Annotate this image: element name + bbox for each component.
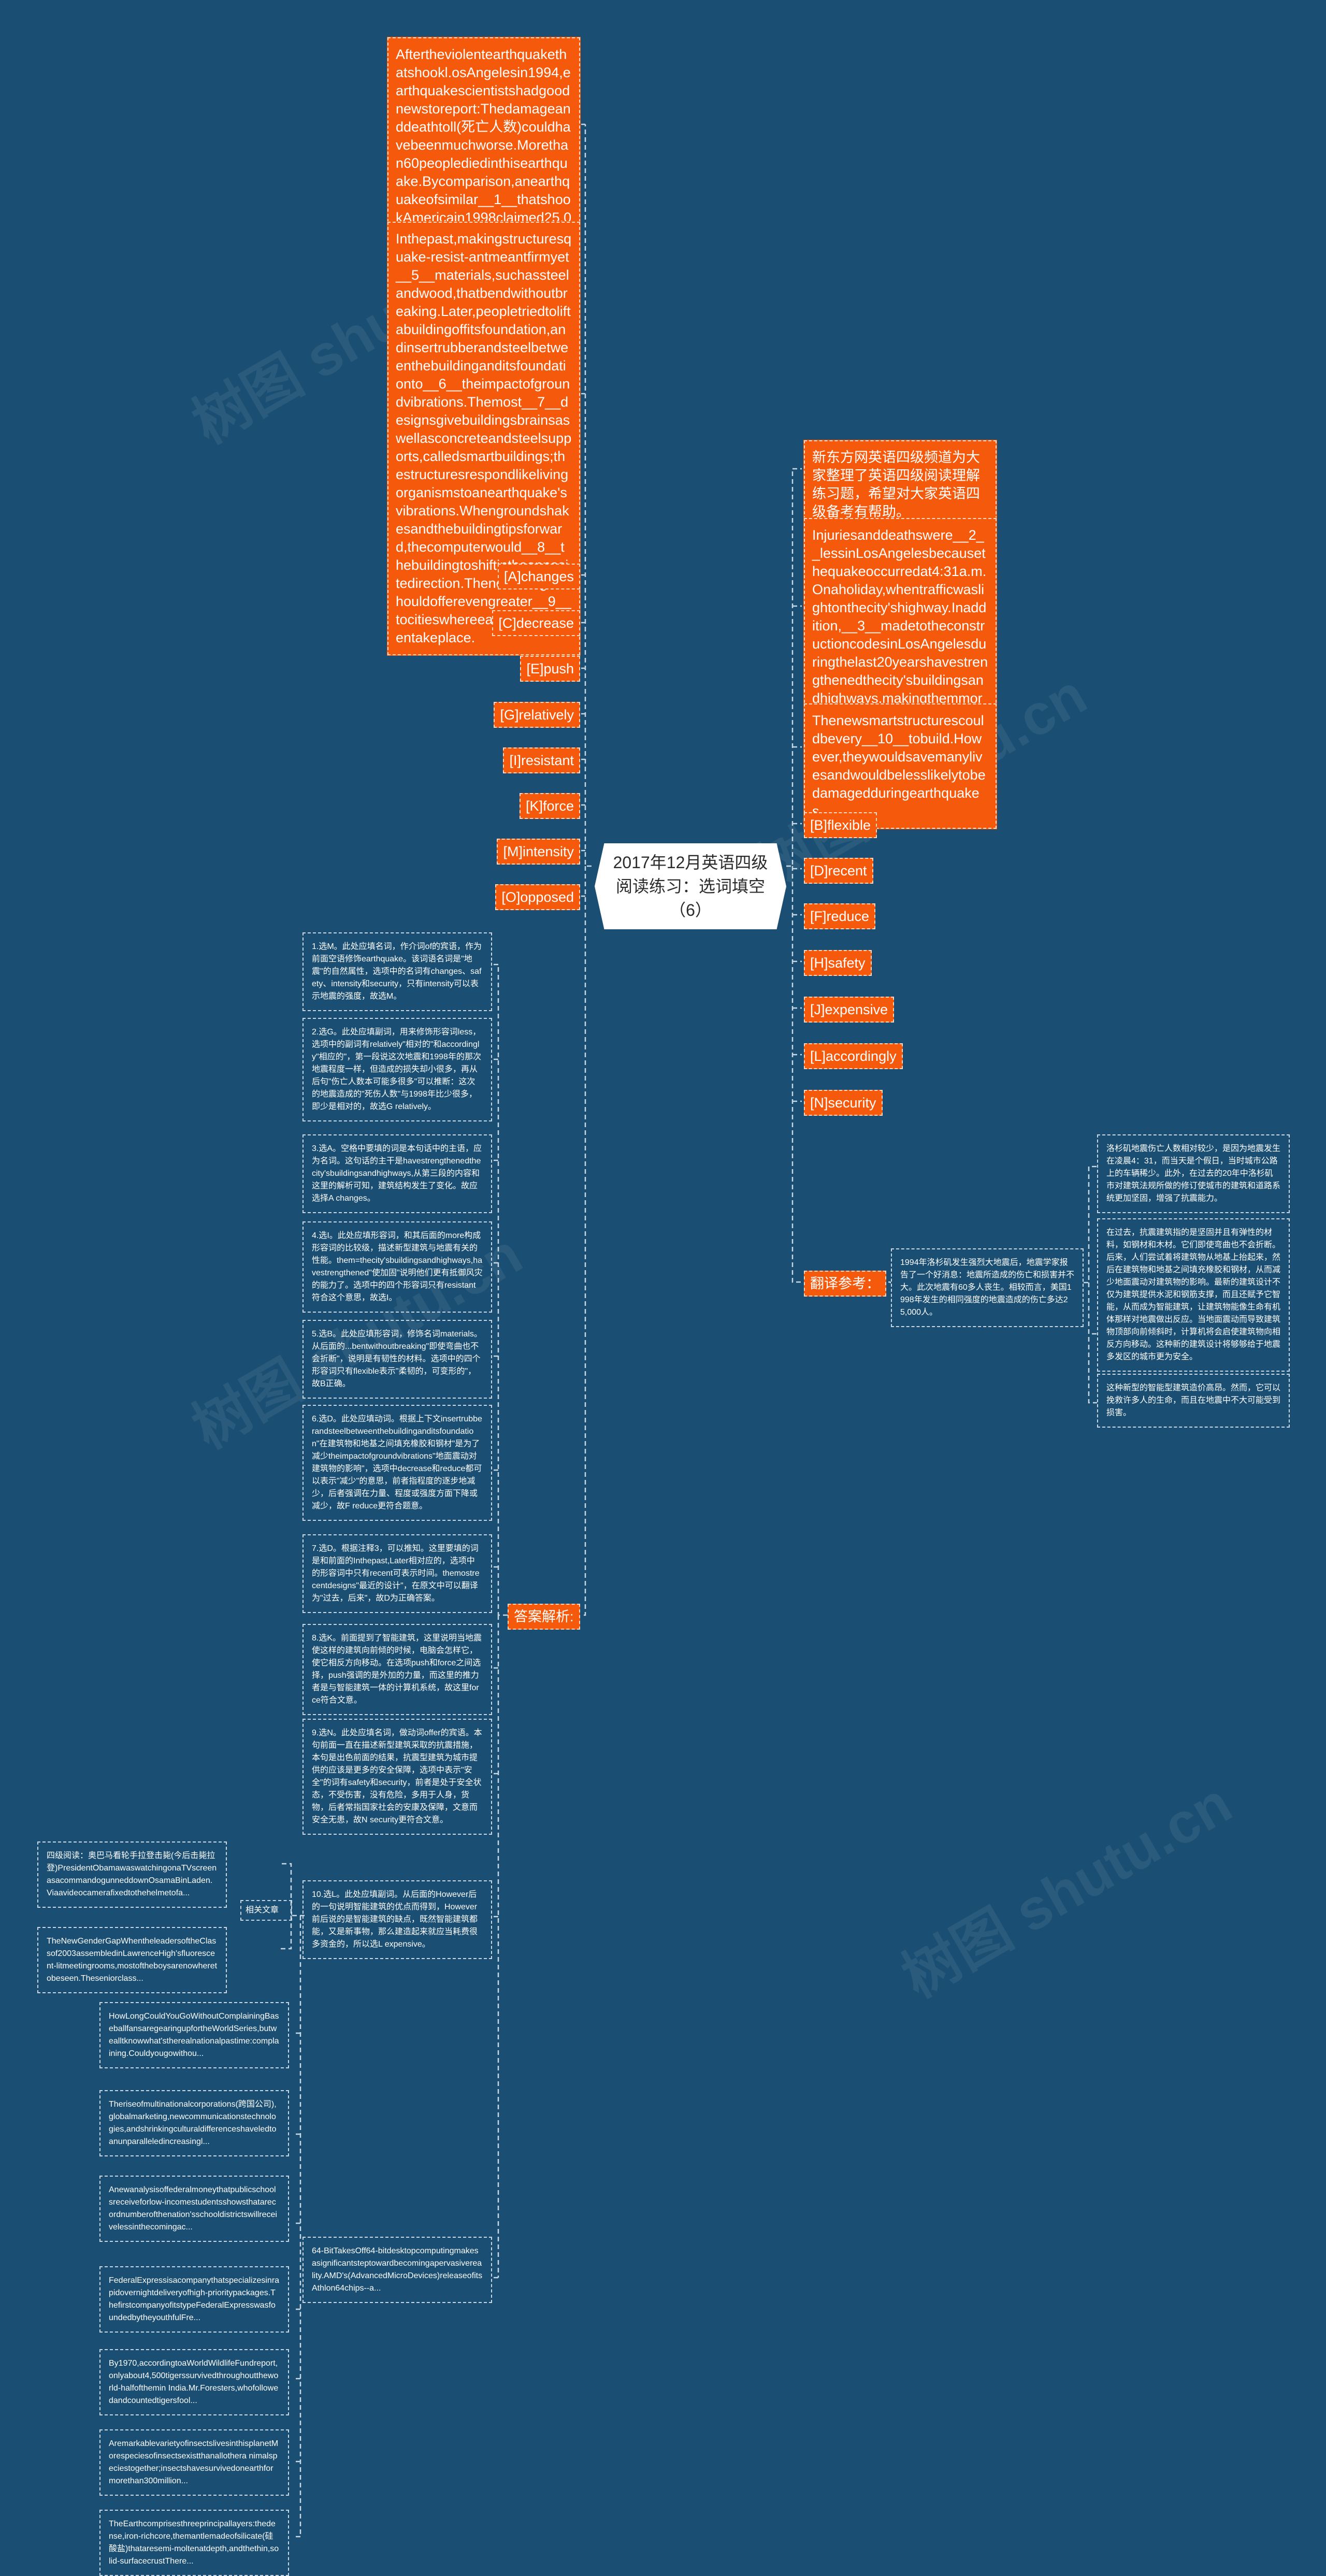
related-article[interactable]: Aremarkablevarietyofinsectslivesinthispl… [99,2429,289,2496]
option-n[interactable]: [N]security [804,1090,883,1116]
option-k[interactable]: [K]force [519,793,580,819]
option-g[interactable]: [G]relatively [494,702,580,728]
option-h[interactable]: [H]safety [804,950,872,976]
answer-9[interactable]: 9.选N。此处应填名词，做动词offer的宾语。本句前面一直在描述新型建筑采取的… [302,1719,492,1835]
translation-paragraph-2[interactable]: 洛杉矶地震伤亡人数相对较少，是因为地震发生在凌晨4：31，而当天是个假日，当时城… [1097,1134,1290,1213]
option-l[interactable]: [L]accordingly [804,1043,903,1069]
answer-5[interactable]: 5.选B。此处应填形容词，修饰名词materials。从后面的...bentwi… [302,1320,492,1399]
answer-7[interactable]: 7.选D。根据注释3，可以推知。这里要填的词是和前面的Inthepast,Lat… [302,1534,492,1613]
central-topic[interactable]: 2017年12月英语四级阅读练习：选词填空（6） [595,843,786,929]
translation-paragraph-4[interactable]: 这种新型的智能型建筑造价高昂。然而，它可以挽救许多人的生命，而且在地震中不大可能… [1097,1374,1290,1428]
option-a[interactable]: [A]changes [497,564,580,589]
translation-label[interactable]: 翻译参考： [804,1271,886,1297]
passage-paragraph-3[interactable]: Injuriesanddeathswere__2__lessinLosAngel… [803,517,997,735]
related-articles-label[interactable]: 相关文章 [240,1900,292,1921]
option-c[interactable]: [C]decrease [492,610,580,636]
intro-note[interactable]: 新东方网英语四级频道为大家整理了英语四级阅读理解练习题，希望对大家英语四级备考有… [803,440,997,530]
option-m[interactable]: [M]intensity [497,839,580,865]
option-f[interactable]: [F]reduce [804,903,876,929]
related-article[interactable]: By1970,accordingtoaWorldWildlifeFundrepo… [99,2349,289,2415]
passage-paragraph-4[interactable]: Thenewsmartstructurescouldbevery__10__to… [803,703,997,829]
option-o[interactable]: [O]opposed [495,884,580,910]
related-article[interactable]: 四级阅读：奥巴马看轮手拉登击毙(今后击毙拉登)PresidentObamawas… [37,1841,227,1908]
translation-paragraph-3[interactable]: 在过去，抗震建筑指的是坚固并且有弹性的材料，如钢材和木材。它们即使弯曲也不会折断… [1097,1218,1290,1372]
passage-paragraph-1[interactable]: Aftertheviolentearthquakethatshookl.osAn… [387,37,581,254]
answer-10[interactable]: 10.选L。此处应填副词。从后面的However后的一句说明智能建筑的优点而得到… [302,1880,492,1959]
option-j[interactable]: [J]expensive [804,997,895,1023]
related-article[interactable]: TheNewGenderGapWhentheleadersoftheClasso… [37,1927,227,1993]
option-b[interactable]: [B]flexible [804,812,877,838]
related-article[interactable]: TheEarthcomprisesthreeprincipallayers:th… [99,2510,289,2576]
answer-8[interactable]: 8.选K。前面提到了智能建筑，这里说明当地震使这样的建筑向前倾的时候，电脑会怎样… [302,1624,492,1715]
passage-paragraph-2[interactable]: Inthepast,makingstructuresquake-resist-a… [387,221,581,656]
option-d[interactable]: [D]recent [804,858,873,884]
related-article[interactable]: FederalExpressisacompanythatspecializesi… [99,2266,289,2333]
option-i[interactable]: [I]resistant [503,747,580,773]
related-article[interactable]: HowLongCouldYouGoWithoutComplainingBaseb… [99,2002,289,2068]
answer-analysis-label[interactable]: 答案解析: [508,1604,580,1630]
related-article[interactable]: Anewanalysisoffederalmoneythatpublicscho… [99,2176,289,2242]
answer-3[interactable]: 3.选A。空格中要填的词是本句话中的主语，应为名词。这句话的主干是havestr… [302,1134,492,1213]
option-e[interactable]: [E]push [520,656,580,682]
answer-1[interactable]: 1.选M。此处应填名词，作介词of的宾语，作为前面空语修饰earthquake。… [302,932,492,1011]
answer-4[interactable]: 4.选I。此处应填形容词，和其后面的more构成形容词的比较级，描述新型建筑与地… [302,1221,492,1313]
related-article[interactable]: Theriseofmultinationalcorporations(跨国公司)… [99,2090,289,2156]
answer-2[interactable]: 2.选G。此处应填副词，用来修饰形容词less，选项中的副词有relativel… [302,1018,492,1121]
answer-6[interactable]: 6.选D。此处应填动词。根据上下文insertrubberandsteelbet… [302,1405,492,1521]
answer-11[interactable]: 64-BitTakesOff64-bitdesktopcomputingmake… [302,2237,492,2303]
translation-paragraph-1[interactable]: 1994年洛杉矶发生强烈大地震后，地震学家报告了一个好消息：地震所造成的伤亡和损… [891,1248,1084,1327]
